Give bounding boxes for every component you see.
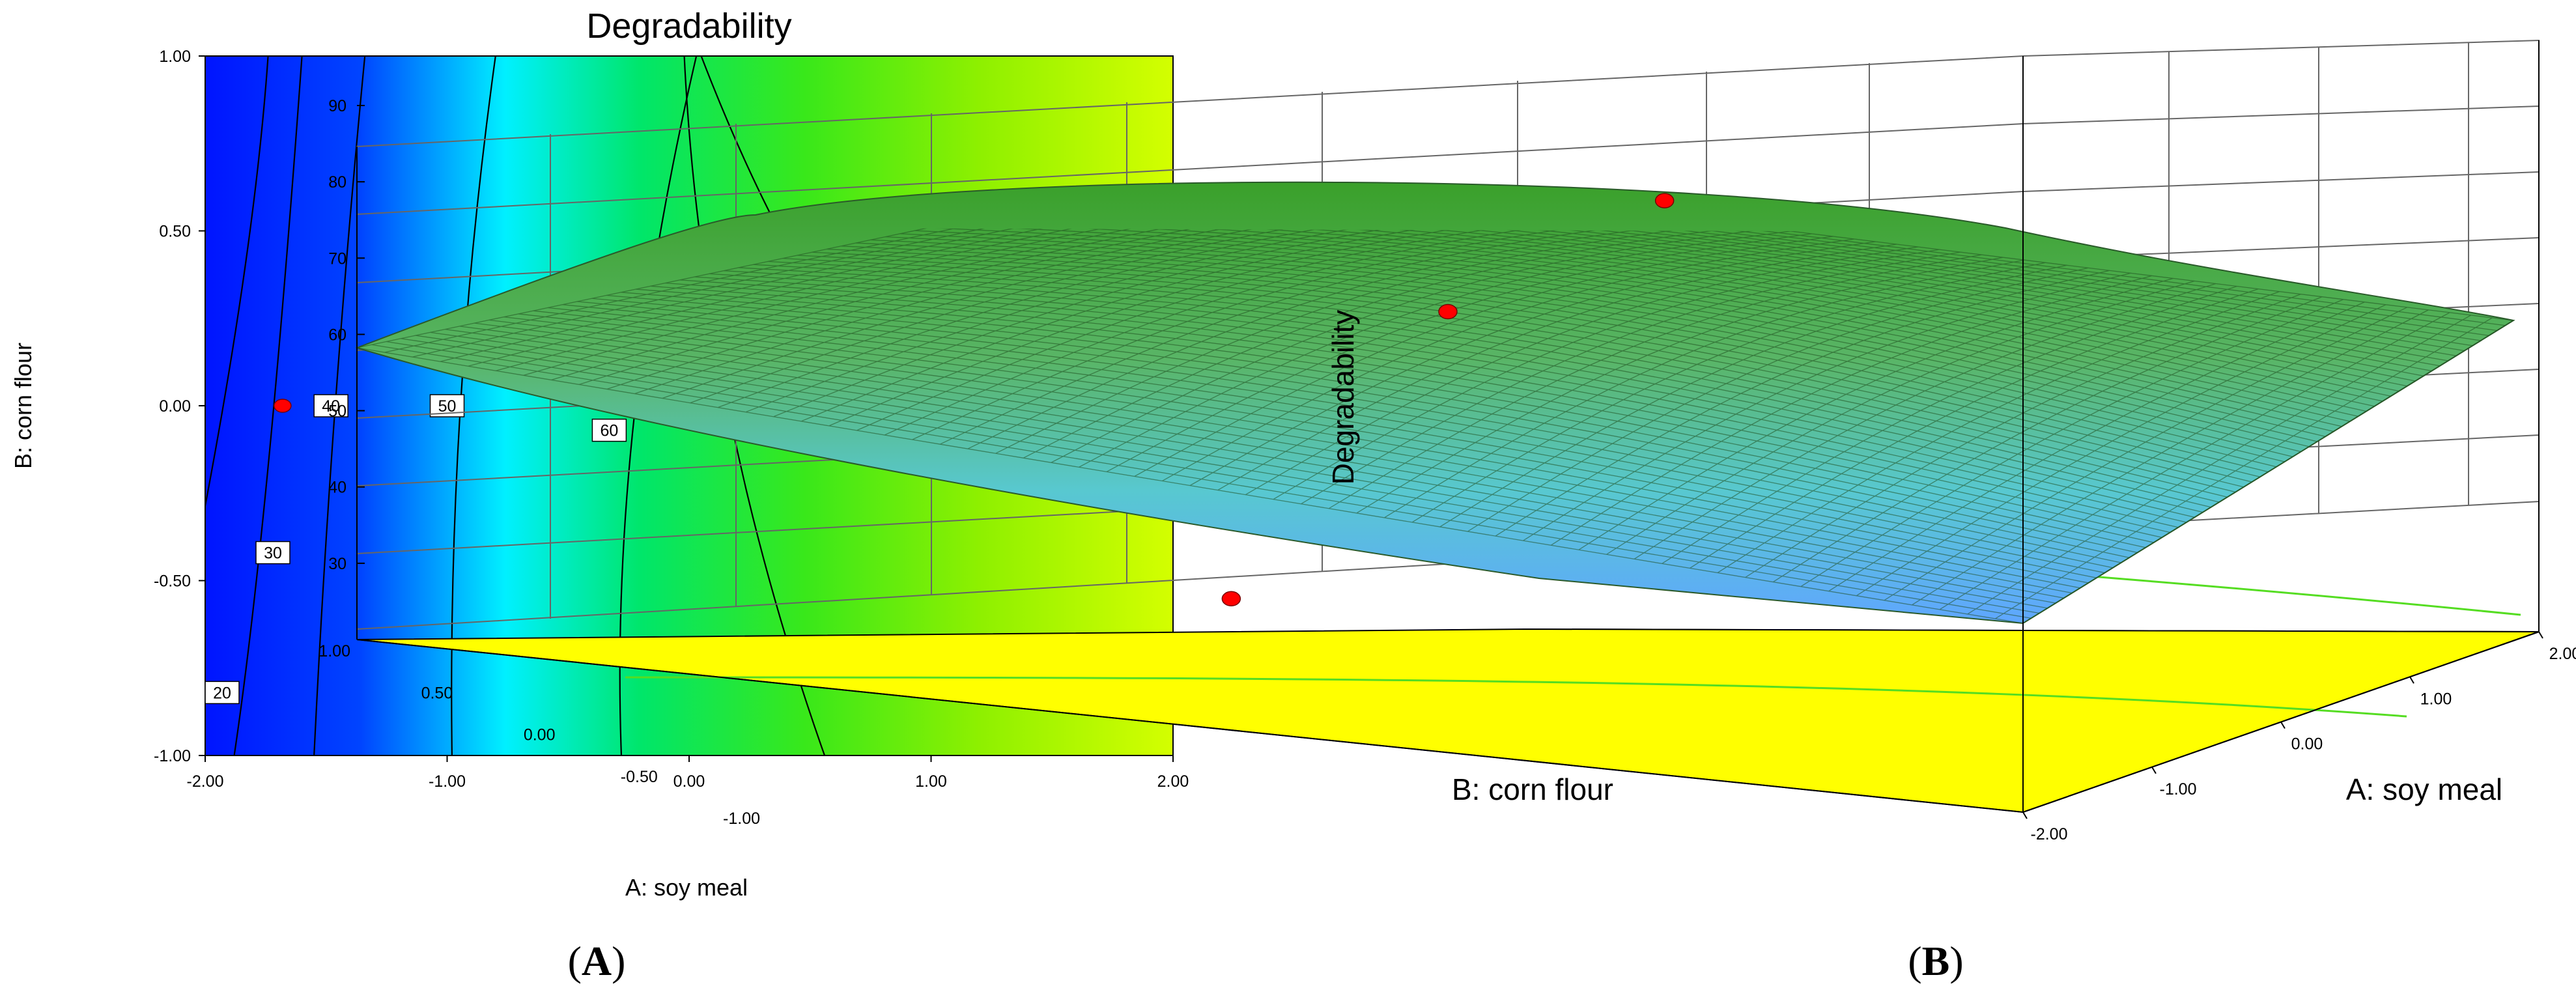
y-tick-label: -1.00 <box>154 747 191 765</box>
corn-flour-tick-label: 0.00 <box>524 726 556 744</box>
mesh-line <box>1178 228 2481 341</box>
y-tick-label: 0.50 <box>159 223 191 241</box>
design-point <box>274 399 292 413</box>
soy-meal-tick-mark <box>2022 812 2028 819</box>
surface-design-point <box>1438 303 1458 320</box>
mesh-line <box>1135 228 2457 356</box>
z-tick-label: 60 <box>328 326 347 344</box>
corn-flour-axis-label: B: corn flour <box>1452 772 1613 806</box>
mesh-line <box>1995 317 2493 619</box>
soy-meal-tick-label: 1.00 <box>2420 690 2452 708</box>
x-tick-label: 0.00 <box>673 772 705 791</box>
mesh-line <box>1912 309 2429 606</box>
z-axis-ticks: 30 40 50 60 70 80 90 <box>328 97 365 573</box>
contour-label-box <box>591 418 627 442</box>
x-tick-label: 2.00 <box>1157 772 1189 791</box>
mesh-line <box>1856 304 2386 597</box>
z-tick-label: 80 <box>328 173 347 191</box>
x-tick-label: -1.00 <box>429 772 466 791</box>
x-tick-label: -2.00 <box>187 772 224 791</box>
corn-flour-tick-label: -1.00 <box>723 810 760 828</box>
contour-label: 40 <box>322 397 340 416</box>
z-tick-label: 50 <box>328 402 347 421</box>
panel-label-b: (B) <box>1908 938 1963 984</box>
mesh-line <box>1193 228 2489 336</box>
contour-label: 20 <box>213 684 231 702</box>
panel-label-a: (A) <box>568 938 626 984</box>
z-axis-label: Degradability <box>1326 310 1360 485</box>
surface-design-points <box>1221 193 1675 607</box>
mesh-line <box>1237 228 2513 321</box>
contour-label: 60 <box>600 422 618 440</box>
response-surface <box>354 181 2515 625</box>
soy-meal-tick-label: 2.00 <box>2549 645 2576 663</box>
soy-meal-ticks: -2.00 -1.00 0.00 1.00 2.00 <box>2022 631 2576 843</box>
mesh-line <box>1772 296 2323 583</box>
mesh-line <box>1164 228 2473 346</box>
corn-flour-tick-label: 0.50 <box>421 684 453 702</box>
contour-label: 30 <box>264 544 282 563</box>
z-tick-label: 40 <box>328 479 347 497</box>
surface-design-point <box>1221 591 1241 607</box>
base-contour-2 <box>625 676 2407 718</box>
mesh-line <box>1105 228 2441 367</box>
contour-line <box>233 56 303 755</box>
z-tick-label: 30 <box>328 555 347 573</box>
soy-meal-tick-label: -2.00 <box>2031 825 2068 843</box>
mesh-line <box>1828 302 2365 592</box>
surface-mesh <box>357 228 2513 623</box>
mesh-line <box>1120 228 2448 361</box>
soy-meal-axis-label: A: soy meal <box>2346 772 2502 806</box>
y-axis-ticks: -1.00 -0.50 0.00 0.50 1.00 <box>154 48 205 765</box>
mesh-line <box>1090 228 2432 372</box>
contour-label-box <box>313 394 348 417</box>
y-tick-label: -0.50 <box>154 572 191 591</box>
x-tick-label: 1.00 <box>915 772 947 791</box>
mesh-line <box>1800 299 2344 587</box>
soy-meal-tick-label: -1.00 <box>2160 780 2197 798</box>
corn-flour-tick-label: -0.50 <box>621 768 658 786</box>
mesh-line <box>1967 315 2472 615</box>
y-axis-label: B: corn flour <box>10 343 36 469</box>
soy-meal-tick-mark <box>2280 721 2286 729</box>
z-tick-label: 70 <box>328 249 347 268</box>
soy-meal-tick-mark <box>2538 631 2543 639</box>
mesh-line <box>1884 307 2408 601</box>
x-axis-ticks: -2.00 -1.00 0.00 1.00 2.00 <box>187 755 1189 791</box>
contour-label-box <box>205 681 240 705</box>
contour-line <box>205 56 269 510</box>
soy-meal-tick-mark <box>2409 676 2414 684</box>
soy-meal-tick-label: 0.00 <box>2291 735 2323 754</box>
soy-meal-tick-mark <box>2151 767 2157 774</box>
mesh-line <box>1149 228 2465 352</box>
y-tick-label: 1.00 <box>159 48 191 66</box>
mesh-line <box>1208 228 2497 332</box>
x-axis-label: A: soy meal <box>625 874 748 901</box>
contour-title: Degradability <box>586 7 791 46</box>
mesh-line <box>1939 312 2450 610</box>
contour-label-box <box>255 541 290 565</box>
surface-design-point <box>1654 193 1675 208</box>
corn-flour-tick-label: 1.00 <box>318 642 350 660</box>
mesh-line <box>1223 228 2506 326</box>
z-tick-label: 90 <box>328 97 347 115</box>
contour-plot: Degradability 2030405060670 -2.00-1.000.… <box>10 7 1189 984</box>
y-tick-label: 0.00 <box>159 397 191 416</box>
mesh-line <box>2022 320 2513 623</box>
corn-flour-ticks: 1.00 0.50 0.00 -0.50 -1.00 <box>318 642 760 828</box>
